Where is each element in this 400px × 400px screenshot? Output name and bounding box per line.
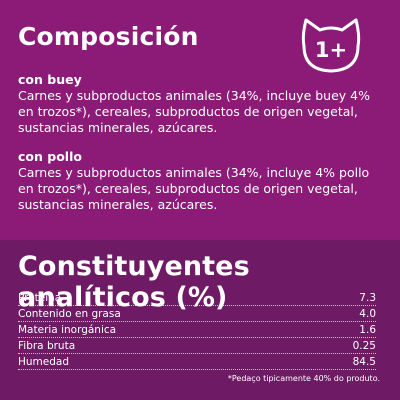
- analytics-section: [0, 240, 400, 400]
- row-label: Materia inorgánica: [18, 324, 117, 336]
- composition-title: Composición: [18, 22, 199, 51]
- composition-heading: con buey: [18, 72, 82, 87]
- age-badge-text: 1+: [315, 38, 347, 62]
- table-row: Proteína 7.3: [18, 290, 376, 306]
- row-label: Contenido en grasa: [18, 308, 121, 320]
- row-value: 84.5: [352, 356, 376, 368]
- cat-head-icon: 1+: [301, 18, 361, 73]
- composition-block-pollo: con pollo Carnes y subproductos animales…: [18, 149, 378, 213]
- composition-text: Carnes y subproductos animales (34%, inc…: [18, 88, 370, 135]
- composition-heading: con pollo: [18, 149, 82, 164]
- row-value: 7.3: [359, 292, 376, 304]
- row-label: Proteína: [18, 292, 62, 304]
- footnote: *Pedaço tipicamente 40% do produto.: [227, 374, 380, 383]
- row-value: 1.6: [359, 324, 376, 336]
- composition-text: Carnes y subproductos animales (34%, inc…: [18, 165, 370, 212]
- row-label: Fibra bruta: [18, 340, 76, 352]
- composition-block-buey: con buey Carnes y subproductos animales …: [18, 72, 378, 136]
- table-row: Materia inorgánica 1.6: [18, 322, 376, 338]
- analytics-title: Constituyentes analíticos (%): [18, 251, 250, 313]
- table-row: Fibra bruta 0.25: [18, 338, 376, 354]
- table-row: Contenido en grasa 4.0: [18, 306, 376, 322]
- table-row: Humedad 84.5: [18, 354, 376, 370]
- row-value: 4.0: [359, 308, 376, 320]
- composition-section: Composición 1+ con buey Carnes y subprod…: [18, 18, 378, 213]
- row-value: 0.25: [352, 340, 376, 352]
- analytics-table: Proteína 7.3 Contenido en grasa 4.0 Mate…: [18, 290, 376, 370]
- row-label: Humedad: [18, 356, 70, 368]
